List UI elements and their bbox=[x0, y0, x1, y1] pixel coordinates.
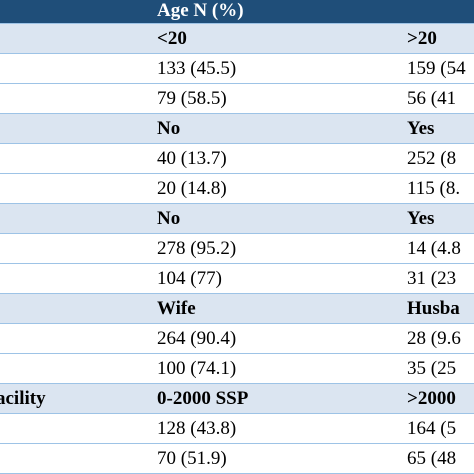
table-cell: <20 bbox=[157, 28, 187, 49]
subheader-row: acility 0-2000 SSP >2000 bbox=[0, 384, 474, 414]
table-cell: 56 (41 bbox=[407, 88, 457, 109]
table-cell: 128 (43.8) bbox=[157, 418, 237, 439]
row-label: acility bbox=[0, 388, 46, 409]
data-row: 264 (90.4) 28 (9.6 bbox=[0, 324, 474, 354]
data-row: 79 (58.5) 56 (41 bbox=[0, 84, 474, 114]
table-cell: 65 (48 bbox=[407, 448, 457, 469]
header-row: Age N (%) bbox=[0, 0, 474, 24]
table-cell: 104 (77) bbox=[157, 268, 222, 289]
data-row: 104 (77) 31 (23 bbox=[0, 264, 474, 294]
table-cell: No bbox=[157, 208, 181, 229]
table-cell: 31 (23 bbox=[407, 268, 457, 289]
table-cell: 14 (4.8 bbox=[407, 238, 461, 259]
table-cell: Wife bbox=[157, 298, 196, 319]
table-cell: Husba bbox=[407, 298, 460, 319]
data-row: 100 (74.1) 35 (25 bbox=[0, 354, 474, 384]
table-cell: 0-2000 SSP bbox=[157, 388, 249, 409]
table-cell: 70 (51.9) bbox=[157, 448, 227, 469]
subheader-row: <20 >20 bbox=[0, 24, 474, 54]
table-cell: >20 bbox=[407, 28, 437, 49]
subheader-row: No Yes bbox=[0, 204, 474, 234]
table-cell: Yes bbox=[407, 208, 435, 229]
table-cell: >2000 bbox=[407, 388, 456, 409]
header-cell: Age N (%) bbox=[157, 0, 244, 21]
table-cell: 115 (8. bbox=[407, 178, 461, 199]
table-cell: 20 (14.8) bbox=[157, 178, 227, 199]
table-cell: 133 (45.5) bbox=[157, 58, 237, 79]
data-row: 278 (95.2) 14 (4.8 bbox=[0, 234, 474, 264]
table-cell: 40 (13.7) bbox=[157, 148, 227, 169]
data-row: 20 (14.8) 115 (8. bbox=[0, 174, 474, 204]
table-cell: 164 (5 bbox=[407, 418, 457, 439]
table-cell: 159 (54 bbox=[407, 58, 466, 79]
table-cell: 79 (58.5) bbox=[157, 88, 227, 109]
subheader-row: No Yes bbox=[0, 114, 474, 144]
table-cell: 28 (9.6 bbox=[407, 328, 461, 349]
table-cell: 264 (90.4) bbox=[157, 328, 237, 349]
data-row: 40 (13.7) 252 (8 bbox=[0, 144, 474, 174]
data-row: 133 (45.5) 159 (54 bbox=[0, 54, 474, 84]
data-row: 128 (43.8) 164 (5 bbox=[0, 414, 474, 444]
subheader-row: Wife Husba bbox=[0, 294, 474, 324]
table-cell: 35 (25 bbox=[407, 358, 457, 379]
table-cell: 100 (74.1) bbox=[157, 358, 237, 379]
table-cell: No bbox=[157, 118, 181, 139]
table-cell: 278 (95.2) bbox=[157, 238, 237, 259]
data-row: 70 (51.9) 65 (48 bbox=[0, 444, 474, 474]
table-cell: Yes bbox=[407, 118, 435, 139]
table-cell: 252 (8 bbox=[407, 148, 457, 169]
